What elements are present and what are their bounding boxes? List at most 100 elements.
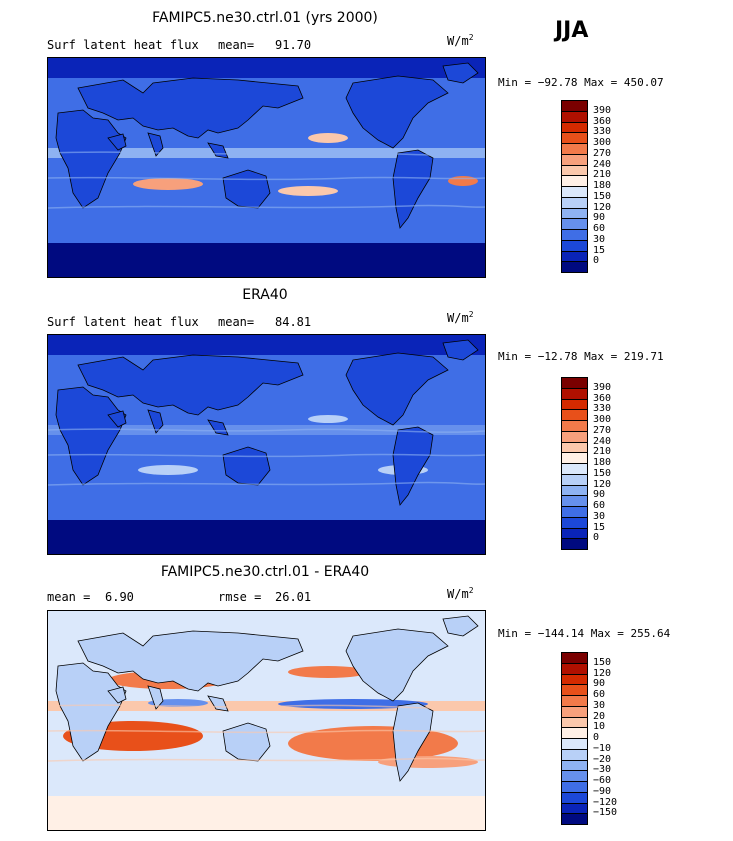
colorbar-tick-label: 0 bbox=[593, 532, 600, 544]
colorbar-swatch bbox=[561, 261, 588, 273]
map-band bbox=[48, 335, 485, 355]
panel2-field-label: Surf latent heat flux bbox=[47, 315, 199, 329]
colorbar-tick-label: 360 bbox=[593, 115, 612, 127]
map-coastline bbox=[442, 62, 479, 84]
colorbar-tick-label: 30 bbox=[593, 233, 606, 245]
colorbar-tick-label: 330 bbox=[593, 126, 612, 138]
map-coastline bbox=[107, 410, 127, 428]
map-band bbox=[48, 243, 485, 277]
colorbar-tick-label: 360 bbox=[593, 392, 612, 404]
colorbar-tick-label: −20 bbox=[593, 753, 612, 765]
colorbar-tick-label: 30 bbox=[593, 699, 606, 711]
colorbar-tick-label: 90 bbox=[593, 212, 606, 224]
map-coastline bbox=[442, 615, 479, 637]
panel2-mean-value: 84.81 bbox=[275, 315, 312, 329]
colorbar-tick-label: 390 bbox=[593, 104, 612, 116]
panel2-colorbar: 390 360 330 300 270 240 210 180 150 120 90 60 30 15 0 bbox=[561, 377, 641, 550]
colorbar-tick-label: 0 bbox=[593, 732, 600, 743]
map-contour bbox=[48, 704, 485, 709]
panel3-title: FAMIPC5.ne30.ctrl.01 - ERA40 bbox=[160, 564, 370, 580]
map-field-region bbox=[308, 133, 348, 143]
colorbar-tick-label: 120 bbox=[593, 478, 612, 490]
colorbar-tick-label: 390 bbox=[593, 381, 612, 393]
panel3-colorbar: 150 120 90 60 30 20 10 0 −10 −20 −30 −60 −90 −120 −150 bbox=[561, 652, 641, 825]
map-band bbox=[48, 520, 485, 554]
colorbar-tick-label: 330 bbox=[593, 403, 612, 415]
panel3-minmax: Min = −144.14 Max = 255.64 bbox=[498, 627, 671, 640]
colorbar-tick-label: 90 bbox=[593, 678, 606, 690]
map-coastline bbox=[55, 386, 127, 486]
colorbar-tick-label: −120 bbox=[593, 796, 618, 808]
colorbar-tick-label: 120 bbox=[593, 667, 612, 679]
map-coastline bbox=[107, 686, 127, 704]
map-coastline bbox=[77, 77, 304, 139]
panel2-units: W/m2 bbox=[447, 310, 474, 325]
colorbar-tick-label: 150 bbox=[593, 467, 612, 479]
map-contour bbox=[48, 176, 485, 181]
colorbar-tick-label: 150 bbox=[593, 190, 612, 202]
map-contour bbox=[48, 729, 485, 734]
colorbar-tick-label: 300 bbox=[593, 137, 612, 148]
panel3-mean-label: mean = bbox=[47, 590, 91, 604]
colorbar-tick-label: 300 bbox=[593, 414, 612, 425]
map-contour bbox=[48, 481, 485, 486]
panel1-mean-label: mean= bbox=[218, 38, 255, 52]
map-contour bbox=[48, 453, 485, 458]
panel3-units: W/m2 bbox=[447, 586, 474, 601]
map-coastline bbox=[147, 132, 164, 157]
map-field-region bbox=[448, 176, 478, 186]
map-band bbox=[48, 611, 485, 631]
colorbar-tick-label: 90 bbox=[593, 489, 606, 501]
map-coastline bbox=[345, 75, 449, 149]
map-field-region bbox=[138, 465, 198, 475]
panel3-rmse-value: 26.01 bbox=[275, 590, 312, 604]
map-contour bbox=[48, 151, 485, 156]
map-band bbox=[48, 58, 485, 78]
panel1-minmax: Min = −92.78 Max = 450.07 bbox=[498, 76, 664, 89]
colorbar-tick-label: −10 bbox=[593, 742, 612, 754]
colorbar-tick-label: 240 bbox=[593, 158, 612, 170]
map-coastline bbox=[147, 409, 164, 434]
season-label: JJA bbox=[555, 18, 589, 43]
panel2-map bbox=[47, 334, 486, 555]
colorbar-tick-label: 30 bbox=[593, 510, 606, 522]
colorbar-tick-label: 240 bbox=[593, 435, 612, 447]
panel1-map bbox=[47, 57, 486, 278]
map-field-region bbox=[278, 186, 338, 196]
colorbar-tick-label: 120 bbox=[593, 201, 612, 213]
colorbar-tick-label: 210 bbox=[593, 446, 612, 458]
colorbar-tick-label: 270 bbox=[593, 424, 612, 436]
colorbar-tick-label: 0 bbox=[593, 255, 600, 267]
map-coastline bbox=[147, 685, 164, 710]
map-field-region bbox=[308, 415, 348, 423]
map-coastline bbox=[107, 133, 127, 151]
colorbar-tick-label: −30 bbox=[593, 764, 612, 776]
map-coastline bbox=[345, 352, 449, 426]
map-coastline bbox=[55, 109, 127, 209]
map-coastline bbox=[442, 339, 479, 361]
colorbar-tick-label: 15 bbox=[593, 244, 606, 256]
panel3-mean-value: 6.90 bbox=[105, 590, 134, 604]
map-coastline bbox=[77, 630, 304, 692]
map-contour bbox=[48, 204, 485, 209]
map-contour bbox=[48, 757, 485, 762]
panel2-mean-label: mean= bbox=[218, 315, 255, 329]
colorbar-tick-label: 20 bbox=[593, 710, 606, 722]
panel3-rmse-label: rmse = bbox=[218, 590, 262, 604]
panel1-units: W/m2 bbox=[447, 33, 474, 48]
map-coastline bbox=[55, 662, 127, 762]
colorbar-tick-label: 60 bbox=[593, 500, 606, 511]
map-band bbox=[48, 796, 485, 830]
panel1-colorbar: 390 360 330 300 270 240 210 180 150 120 90 60 30 15 0 bbox=[561, 100, 641, 273]
colorbar-tick-label: 270 bbox=[593, 147, 612, 159]
panel1-title: FAMIPC5.ne30.ctrl.01 (yrs 2000) bbox=[152, 10, 378, 26]
colorbar-tick-label: 210 bbox=[593, 169, 612, 181]
panel1-field-label: Surf latent heat flux bbox=[47, 38, 199, 52]
colorbar-swatch bbox=[561, 538, 588, 550]
colorbar-tick-label: 10 bbox=[593, 721, 606, 733]
map-field-region bbox=[288, 666, 368, 678]
panel2-title: ERA40 bbox=[242, 287, 288, 303]
map-contour bbox=[48, 428, 485, 433]
map-coastline bbox=[77, 354, 304, 416]
map-coastline bbox=[345, 628, 449, 702]
